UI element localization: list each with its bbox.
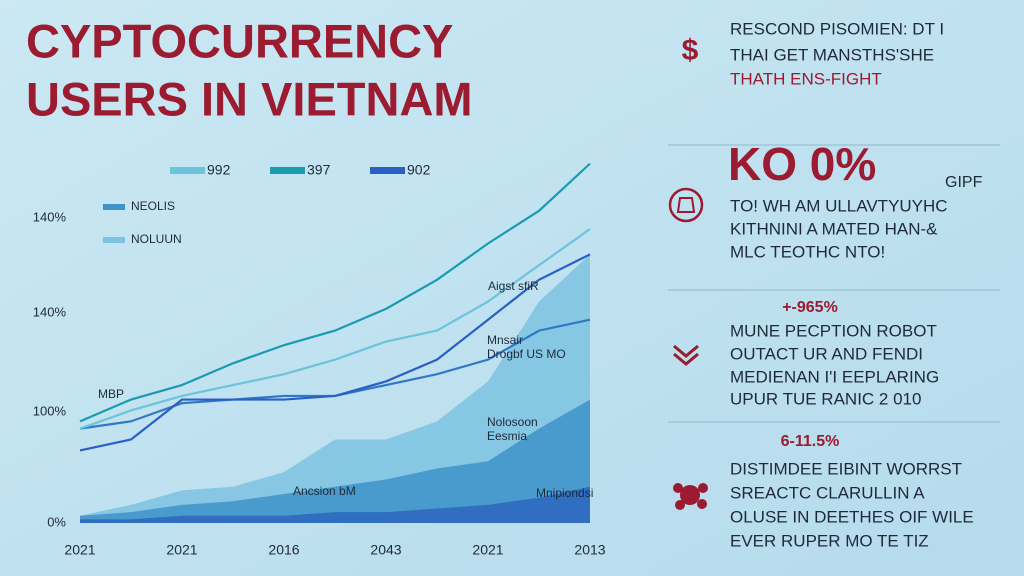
chevron-icon bbox=[673, 344, 699, 366]
annotation: Ancsion bM bbox=[293, 484, 356, 498]
legend-swatch bbox=[270, 167, 305, 174]
annotation: Aigst sfiR bbox=[488, 279, 539, 293]
legend-label: NOLUUN bbox=[131, 232, 182, 246]
area bbox=[80, 399, 590, 523]
dollar-icon: $ bbox=[682, 34, 699, 67]
sidebar-line: OLUSE IN DEETHES OIF WILE bbox=[730, 507, 974, 526]
legend-label: 902 bbox=[407, 162, 431, 178]
stat: +-965% bbox=[782, 299, 838, 316]
legend-swatch bbox=[103, 204, 125, 210]
annotation: MBP bbox=[98, 387, 124, 401]
area bbox=[80, 486, 590, 523]
sidebar-line: SREACTC CLARULLIN A bbox=[730, 483, 925, 502]
sidebar-line: TO! WH AM ULLAVTYUYHC bbox=[730, 196, 948, 215]
sidebar-line: RESCOND PISOMIEN: DT I bbox=[730, 19, 944, 38]
legend-swatch bbox=[170, 167, 205, 174]
y-label: 100% bbox=[33, 403, 67, 418]
annotation: Mnipiondsi bbox=[536, 486, 593, 500]
line bbox=[79, 253, 591, 452]
x-tick-label: 2021 bbox=[472, 542, 503, 558]
x-tick-label: 2043 bbox=[370, 542, 401, 558]
title-line: USERS IN VIETNAM bbox=[26, 72, 473, 125]
annotation: Eesmia bbox=[487, 429, 527, 443]
shield-icon bbox=[668, 187, 704, 223]
sidebar-line: MLC TEOTHC NTO! bbox=[730, 242, 885, 261]
sidebar-accent: THATH ENS-FIGHT bbox=[730, 69, 882, 88]
legend-swatch bbox=[370, 167, 405, 174]
x-tick-label: 2013 bbox=[574, 542, 605, 558]
legend-label: NEOLIS bbox=[131, 199, 175, 213]
legend-label: 397 bbox=[307, 162, 331, 178]
splat-icon bbox=[673, 483, 708, 510]
annotation: Mnsair bbox=[487, 333, 523, 347]
sidebar-line: MEDIENAN I'I EEPLARING bbox=[730, 367, 939, 386]
sidebar-line: KITHNINI A MATED HAN-& bbox=[730, 219, 938, 238]
line bbox=[79, 162, 591, 423]
y-label: 0% bbox=[47, 514, 66, 529]
annotation: Drogbf US MO bbox=[487, 347, 566, 361]
x-tick-label: 2021 bbox=[64, 542, 95, 558]
annotation: Nolosoon bbox=[487, 415, 538, 429]
x-tick-label: 2021 bbox=[166, 542, 197, 558]
title-line: CYPTOCURRENCY bbox=[26, 14, 453, 67]
area bbox=[80, 254, 590, 523]
sidebar-line: OUTACT UR AND FENDI bbox=[730, 344, 923, 363]
y-label: 140% bbox=[33, 209, 67, 224]
stat: KO 0% bbox=[728, 138, 876, 190]
sidebar-line: MUNE PECPTION ROBOT bbox=[730, 321, 937, 340]
stat-note: GIPF bbox=[945, 174, 983, 191]
sidebar-line: UPUR TUE RANIC 2 010 bbox=[730, 389, 921, 408]
legend-swatch bbox=[103, 237, 125, 243]
stat: 6-11.5% bbox=[781, 433, 840, 450]
line bbox=[79, 228, 591, 430]
y-label: 140% bbox=[33, 304, 67, 319]
x-tick-label: 2016 bbox=[268, 542, 299, 558]
sidebar-line: DISTIMDEE EIBINT WORRST bbox=[730, 459, 962, 478]
sidebar-line: EVER RUPER MO TE TIZ bbox=[730, 531, 929, 550]
legend-label: 992 bbox=[207, 162, 231, 178]
sidebar-line: THAI GET MANSTHS'SHE bbox=[730, 45, 934, 64]
